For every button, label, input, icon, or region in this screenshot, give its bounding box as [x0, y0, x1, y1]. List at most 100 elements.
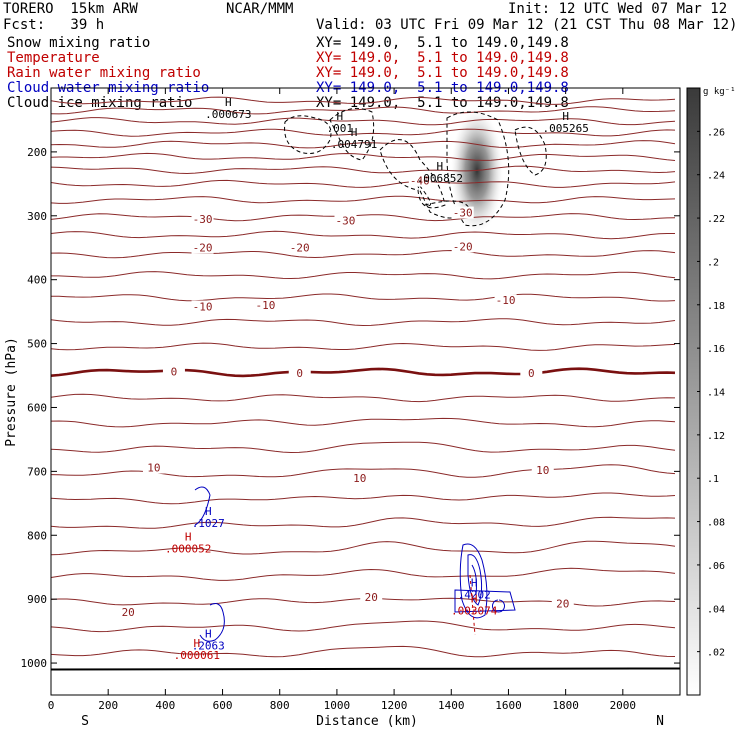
snow-shading [451, 109, 504, 234]
isotherm-label: -20 [193, 242, 213, 255]
max-value: .004791 [331, 138, 377, 151]
max-marker: H [562, 110, 569, 123]
x-tick-label: 600 [213, 699, 233, 712]
mixing-ratio-contour [471, 564, 477, 596]
init-time: Init: 12 UTC Wed 07 Mar 12 [508, 1, 728, 17]
isotherm [51, 117, 676, 126]
mixing-ratio-contour [459, 543, 488, 619]
isotherm [51, 195, 676, 204]
colorbar-tick-label: .22 [707, 214, 725, 225]
isotherm [51, 230, 675, 240]
max-marker: H [336, 110, 343, 123]
isotherm-zero [51, 367, 676, 378]
isotherm [51, 516, 676, 529]
x-tick-label: 0 [48, 699, 55, 712]
x-tick-label: 1600 [495, 699, 522, 712]
y-tick-label: 500 [27, 338, 47, 351]
y-tick-label: 600 [27, 401, 47, 414]
isotherm-label-bg [360, 591, 383, 604]
isotherm-label: 10 [353, 472, 366, 485]
isotherm [51, 152, 676, 161]
legend-rain-xy: XY= 149.0, 5.1 to 149.0,149.8 [316, 65, 569, 81]
isotherm-label-bg [288, 241, 311, 254]
max-value: .000052 [165, 542, 211, 555]
y-tick-label: 800 [27, 529, 47, 542]
isotherm-label: -10 [496, 294, 516, 307]
mixing-ratio-contour [492, 599, 505, 613]
isotherm [51, 271, 676, 280]
max-value: .003074 [451, 604, 498, 617]
colorbar-tick-label: .02 [707, 648, 725, 659]
plot-frame [50, 87, 681, 696]
org-label: NCAR/MMM [226, 1, 294, 17]
x-tick-label: 1200 [381, 699, 408, 712]
legend-snow: Snow mixing ratio [7, 35, 151, 51]
mixing-ratio-contour [454, 589, 516, 613]
isotherm [51, 645, 676, 658]
forecast-hour: Fcst: 39 h [3, 17, 105, 33]
isotherm [51, 464, 676, 478]
x-end-north: N [656, 714, 664, 729]
isotherm-label-bg [191, 300, 214, 313]
y-tick-label: 1000 [21, 657, 48, 670]
isotherm-label: -10 [255, 299, 275, 312]
mixing-ratio-contour [379, 139, 446, 209]
max-value: .006852 [417, 172, 463, 185]
isotherm [51, 128, 676, 137]
mixing-ratio-contour [514, 126, 547, 176]
isotherm [51, 318, 676, 327]
x-tick-label: 1000 [324, 699, 351, 712]
isotherm-label-bg [254, 299, 277, 312]
isotherm-label: -40 [410, 175, 430, 188]
isotherm-label: -20 [453, 240, 473, 253]
isotherm [51, 213, 676, 222]
max-marker: H [185, 530, 192, 543]
max-marker: H [205, 627, 212, 640]
legend-cloud-water-xy: XY= 149.0, 5.1 to 149.0,149.8 [316, 80, 569, 96]
isotherm-label: 10 [536, 464, 549, 477]
max-value: .000061 [174, 649, 220, 662]
colorbar-tick-label: .06 [707, 561, 725, 572]
x-tick-label: 400 [155, 699, 175, 712]
mixing-ratio-contour [194, 486, 211, 526]
isotherm-label-bg [191, 241, 214, 254]
isotherm [51, 567, 676, 581]
x-tick-label: 1800 [552, 699, 579, 712]
isotherm-label-bg [162, 365, 185, 378]
y-tick-label: 700 [27, 465, 47, 478]
colorbar-tick-label: .2 [707, 257, 719, 268]
isotherm [51, 492, 676, 505]
colorbar-unit: g kg⁻¹ [703, 87, 736, 97]
max-marker: H [471, 592, 478, 605]
isotherm [51, 393, 676, 403]
x-tick-label: 200 [98, 699, 118, 712]
legend-cloud-water: Cloud water mixing ratio [7, 80, 210, 96]
x-tick-label: 2000 [610, 699, 637, 712]
max-marker: H [205, 505, 212, 518]
y-tick-label: 300 [27, 210, 47, 223]
x-tick-label: 800 [270, 699, 290, 712]
mixing-ratio-contour [446, 111, 510, 227]
legend-cloud-ice: Cloud ice mixing ratio [7, 95, 193, 111]
colorbar [686, 87, 701, 696]
isotherm [51, 540, 676, 556]
colorbar-tick-label: .1 [707, 474, 719, 485]
colorbar-tick-label: .24 [707, 171, 725, 182]
legend-temperature-xy: XY= 149.0, 5.1 to 149.0,149.8 [316, 50, 569, 66]
isotherm-label-bg [451, 240, 474, 253]
isotherm-label-bg [288, 366, 311, 379]
colorbar-tick-label: .16 [707, 344, 725, 355]
colorbar-tick-label: .04 [707, 604, 725, 615]
isotherm-label-bg [551, 597, 574, 610]
legend-rain: Rain water mixing ratio [7, 65, 201, 81]
isotherm-label-bg [531, 464, 554, 477]
max-marker: H [351, 126, 358, 139]
y-tick-label: 200 [27, 146, 47, 159]
max-value: .000673 [205, 108, 251, 121]
mixing-ratio-contour [467, 554, 483, 606]
isotherm-label: -10 [193, 301, 213, 314]
isotherm-label: -20 [290, 242, 310, 255]
isotherm-label-bg [451, 206, 474, 219]
model-title: TORERO 15km ARW [3, 1, 138, 17]
legend-temperature: Temperature [7, 50, 100, 66]
